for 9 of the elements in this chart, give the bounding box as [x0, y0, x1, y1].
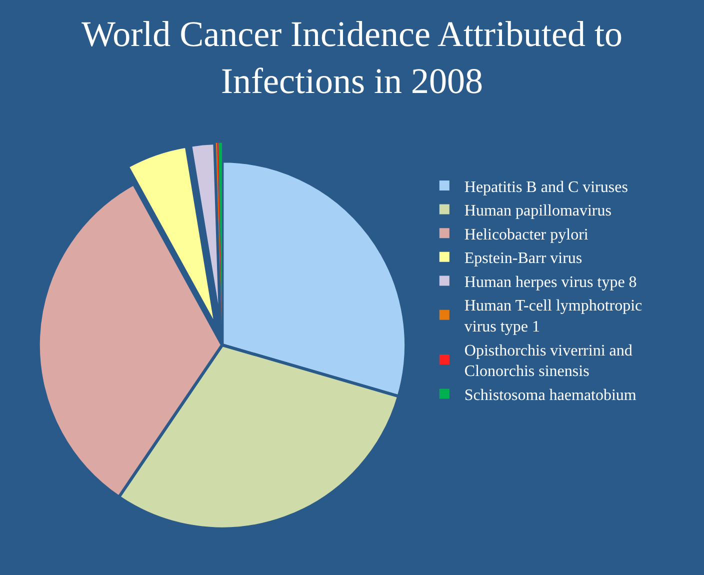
legend-label: Helicobacter pylori	[464, 226, 589, 244]
legend-label: Schistosoma haematobium	[464, 386, 637, 404]
legend-label: Opisthorchis viverrini and Clonorchis sinensis	[464, 342, 632, 380]
legend-label: Human T-cell lymphotropic virus type 1	[464, 298, 642, 336]
legend-label: Epstein-Barr virus	[464, 250, 582, 268]
legend-label: Human papillomavirus	[464, 202, 612, 220]
legend-label: Human herpes virus type 8	[464, 274, 637, 291]
legend-label: Hepatitis B and C viruses	[464, 178, 628, 196]
chart-title: World Cancer Incidence Attributed to Infections in 2008	[82, 14, 622, 101]
